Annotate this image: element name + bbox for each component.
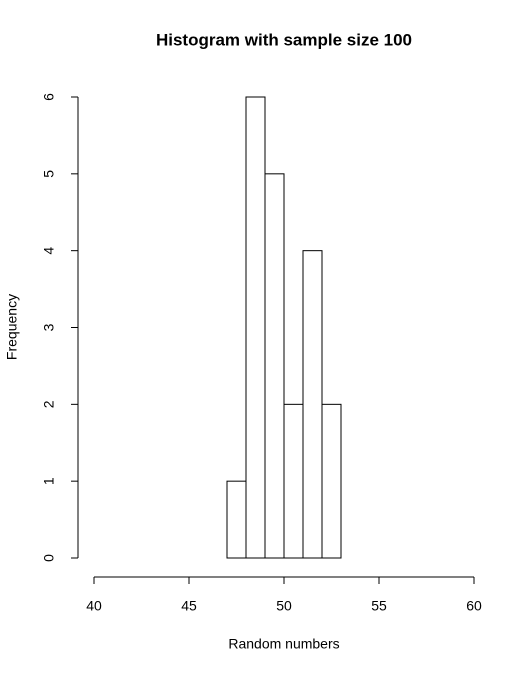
y-tick-label: 2 <box>41 400 57 408</box>
y-tick-label: 6 <box>41 93 57 101</box>
bar <box>264 173 285 559</box>
x-tick-label: 60 <box>466 598 482 614</box>
bar <box>283 403 304 559</box>
bar <box>302 250 323 559</box>
bar <box>245 96 266 559</box>
x-axis-label: Random numbers <box>228 636 339 652</box>
x-tick-label: 55 <box>371 598 387 614</box>
bar <box>226 480 247 559</box>
y-tick-label: 1 <box>41 477 57 485</box>
y-axis-label: Frequency <box>4 294 20 360</box>
x-tick-label: 40 <box>86 598 102 614</box>
chart-title: Histogram with sample size 100 <box>156 30 412 49</box>
y-tick-label: 5 <box>41 170 57 178</box>
x-tick-label: 45 <box>181 598 197 614</box>
y-tick-label: 3 <box>41 323 57 331</box>
x-tick-label: 50 <box>276 598 292 614</box>
y-tick-label: 4 <box>41 247 57 255</box>
y-tick-label: 0 <box>41 554 57 562</box>
bar <box>321 403 342 559</box>
